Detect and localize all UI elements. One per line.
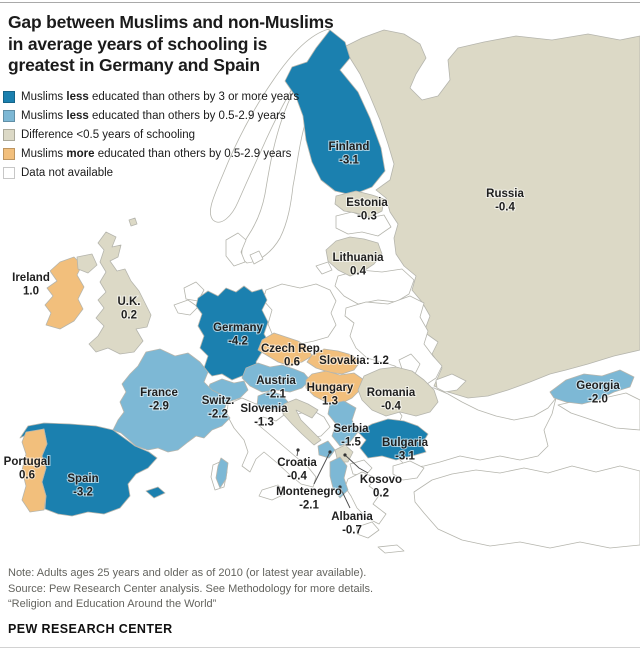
legend-label: Muslims more educated than others by 0.5… <box>21 147 292 160</box>
label-switzerland: Switz. -2.2 <box>202 395 235 421</box>
label-slovakia: Slovakia: 1.2 <box>319 355 389 367</box>
legend-label: Difference <0.5 years of schooling <box>21 128 195 141</box>
country-montenegro <box>317 440 336 459</box>
footer: Note: Adults ages 25 years and older as … <box>0 558 640 647</box>
legend-swatch-no_data <box>3 166 15 179</box>
label-france: France -2.9 <box>140 387 178 413</box>
country-germany <box>195 285 271 381</box>
legend-item-similar: Difference <0.5 years of schooling <box>3 125 299 144</box>
country-labels: Finland -3.1 Russia -0.4 Estonia -0.3 Lithuani… <box>3 140 622 538</box>
label-finland: Finland -3.1 <box>329 141 370 167</box>
country-romania <box>357 366 439 417</box>
country-crimea <box>435 373 467 393</box>
page-title: Gap between Muslims and non-Muslims in a… <box>8 12 334 77</box>
country-kaliningrad <box>315 261 333 275</box>
legend-label: Muslims less educated than others by 3 o… <box>21 90 300 103</box>
country-belarus <box>334 268 415 305</box>
country-portugal <box>21 428 48 513</box>
label-romania: Romania -0.4 <box>367 387 416 413</box>
legend-label: Data not available <box>21 166 114 179</box>
label-georgia: Georgia -2.0 <box>576 380 620 406</box>
label-bulgaria: Bulgaria -3.1 <box>382 437 429 463</box>
legend-item-more: Muslims more educated than others by 0.5… <box>3 144 299 163</box>
country-albania <box>329 456 349 499</box>
title-line-3: greatest in Germany and Spain <box>8 55 260 75</box>
brand-wordmark: PEW RESEARCH CENTER <box>8 621 173 636</box>
legend-swatch-less <box>3 109 15 122</box>
country-belgium <box>173 299 199 316</box>
label-estonia: Estonia -0.3 <box>346 197 388 223</box>
country-uk <box>76 217 152 355</box>
label-russia: Russia -0.4 <box>486 188 524 214</box>
label-albania: Albania -0.7 <box>331 511 373 537</box>
label-uk: U.K. 0.2 <box>118 296 141 322</box>
label-hungary: Hungary 1.3 <box>307 382 354 408</box>
label-lithuania: Lithuania 0.4 <box>332 252 384 278</box>
label-croatia: Croatia -0.4 <box>277 457 317 483</box>
legend-item-less: Muslims less educated than others by 0.5… <box>3 106 299 125</box>
country-hungary <box>305 370 365 405</box>
country-france <box>112 348 231 489</box>
country-denmark <box>225 232 264 267</box>
label-serbia: Serbia -1.5 <box>333 423 369 449</box>
country-croatia <box>282 398 322 446</box>
country-estonia <box>334 190 385 218</box>
legend-item-much_less: Muslims less educated than others by 3 o… <box>3 87 299 106</box>
legend-item-no_data: Data not available <box>3 163 299 182</box>
country-finland <box>284 29 386 196</box>
country-greece <box>344 471 405 554</box>
label-slovenia: Slovenia -1.3 <box>240 403 288 429</box>
leader-lines <box>296 448 369 509</box>
label-ireland: Ireland 1.0 <box>12 272 50 298</box>
footer-source: Source: Pew Research Center analysis. Se… <box>8 582 374 595</box>
legend-swatch-much_less <box>3 90 15 103</box>
country-lithuania <box>325 236 383 277</box>
country-ireland <box>44 256 85 330</box>
label-portugal: Portugal 0.6 <box>4 456 51 482</box>
country-latvia <box>335 211 392 237</box>
top-rule <box>0 2 640 3</box>
country-turkey <box>392 460 640 549</box>
label-montenegro: Montenegro -2.1 <box>276 486 342 512</box>
label-spain: Spain -3.2 <box>67 473 98 499</box>
legend-swatch-more <box>3 147 15 160</box>
country-sicily <box>258 484 288 501</box>
title-line-2: in average years of schooling is <box>8 33 268 54</box>
legend: Muslims less educated than others by 3 o… <box>3 87 299 182</box>
legend-swatch-similar <box>3 128 15 141</box>
legend-label: Muslims less educated than others by 0.5… <box>21 109 286 122</box>
country-georgia <box>549 369 635 405</box>
label-germany: Germany -4.2 <box>213 322 263 348</box>
footer-citation: “Religion and Education Around the World… <box>8 598 217 610</box>
label-kosovo: Kosovo 0.2 <box>360 474 402 500</box>
country-russia <box>345 29 640 399</box>
label-austria: Austria -2.1 <box>256 375 296 401</box>
country-bulgaria <box>357 418 429 461</box>
bottom-rule <box>0 647 640 648</box>
country-italy <box>226 397 317 488</box>
country-czech <box>257 332 313 367</box>
footer-note: Note: Adults ages 25 years and older as … <box>8 567 367 579</box>
label-czech: Czech Rep. 0.6 <box>261 343 323 369</box>
country-poland <box>262 283 337 345</box>
country-serbia <box>327 400 359 447</box>
country-slovakia <box>306 348 361 375</box>
title-line-1: Gap between Muslims and non-Muslims <box>8 12 334 32</box>
